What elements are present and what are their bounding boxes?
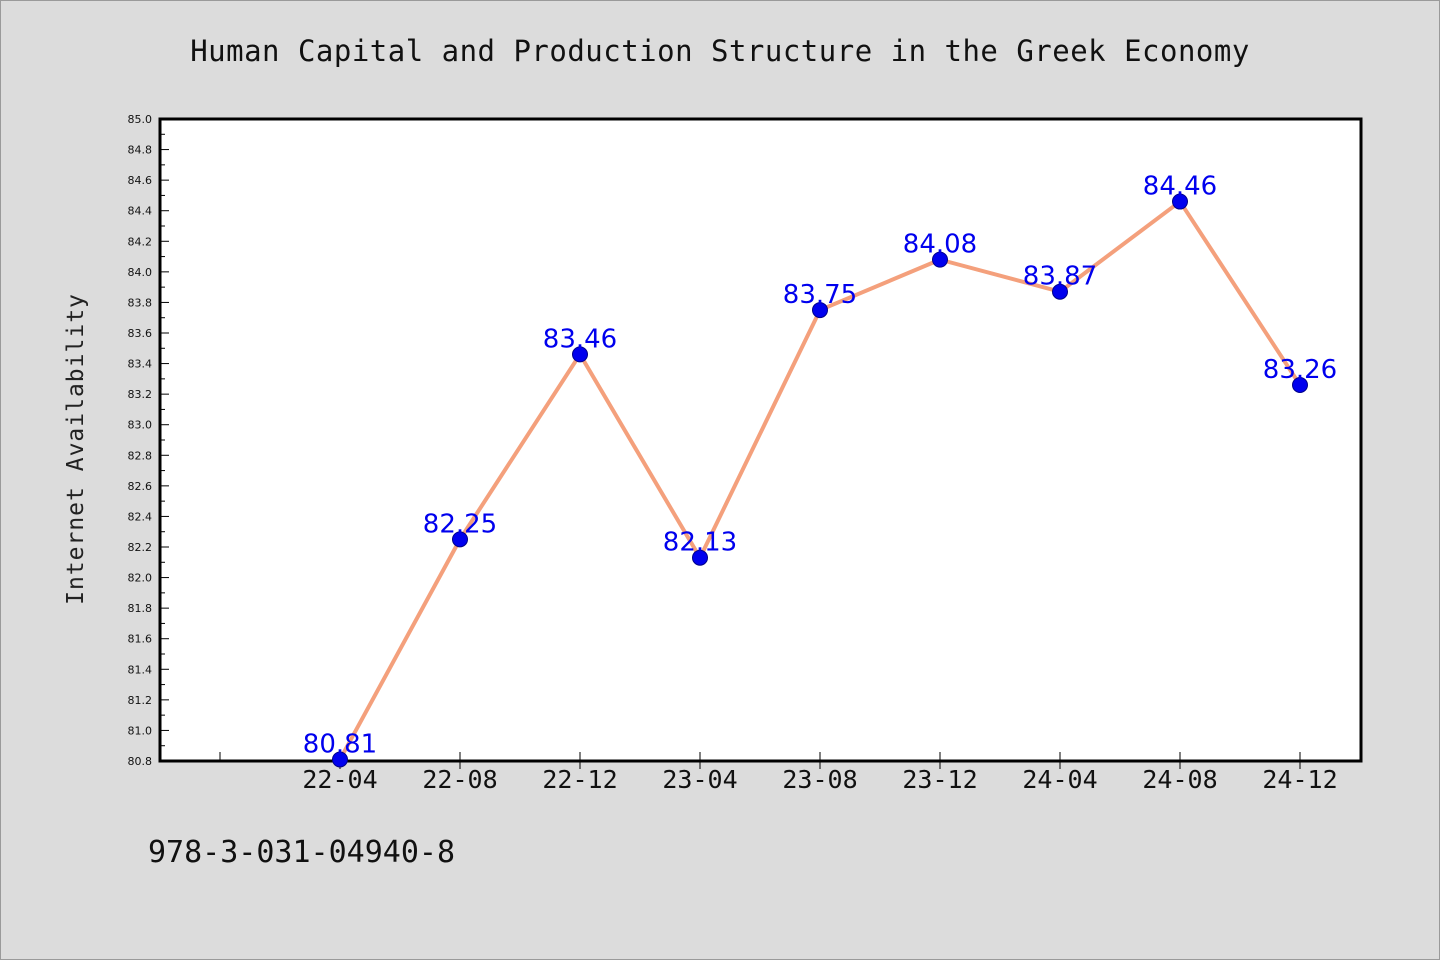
y-tick-label: 81.2 [128, 694, 153, 707]
y-tick-label: 84.8 [128, 144, 153, 157]
data-label: 84.08 [903, 230, 977, 260]
x-tick-label: 24-04 [1022, 765, 1097, 794]
data-point [1052, 283, 1068, 300]
y-tick-label: 83.4 [128, 358, 153, 371]
series-layer: 80.81 82.25 83.46 82.13 83.75 84.08 83.87 84.46… [303, 172, 1337, 768]
data-point [572, 346, 588, 363]
x-tick-label: 24-12 [1262, 765, 1337, 794]
data-label: 83.26 [1263, 355, 1337, 385]
y-tick-label: 84.0 [128, 266, 153, 279]
y-tick-label: 85.0 [128, 113, 153, 126]
y-tick-label: 81.0 [128, 724, 153, 737]
x-tick-label: 23-08 [782, 765, 857, 794]
y-tick-label: 83.6 [128, 327, 153, 340]
plot-area [158, 117, 1363, 763]
y-tick-label: 82.6 [128, 480, 153, 493]
data-label: 82.25 [423, 509, 497, 539]
x-tick-label: 22-08 [422, 765, 497, 794]
y-tick-label: 82.0 [128, 572, 153, 585]
x-tick-label: 23-12 [902, 765, 977, 794]
data-point [452, 531, 468, 548]
x-tick-label: 22-12 [542, 765, 617, 794]
y-tick-label: 82.2 [128, 541, 153, 554]
data-label: 84.46 [1143, 172, 1217, 202]
y-tick-label: 84.4 [128, 205, 153, 218]
x-tick-label: 24-08 [1142, 765, 1217, 794]
data-point [332, 751, 348, 768]
y-tick-label: 81.6 [128, 633, 153, 646]
isbn-text: 978-3-031-04940-8 [148, 835, 456, 870]
y-axis: 80.8 81.0 81.2 81.4 81.6 81.8 82.0 82.2 82.4 82.6… [128, 113, 169, 768]
x-tick-label: 23-04 [662, 765, 737, 794]
y-tick-label: 83.2 [128, 388, 153, 401]
y-tick-label: 84.2 [128, 235, 153, 248]
y-tick-label: 83.0 [128, 419, 153, 432]
data-label: 83.46 [543, 324, 617, 354]
y-tick-label: 81.8 [128, 602, 153, 615]
data-point [1172, 193, 1188, 210]
y-tick-label: 82.8 [128, 449, 153, 462]
data-point [932, 251, 948, 268]
chart-title: Human Capital and Production Structure i… [190, 34, 1250, 68]
y-tick-label: 84.6 [128, 174, 153, 187]
x-axis: 22-04 22-08 22-12 23-04 23-08 23-12 24-04 24-08… [219, 752, 1338, 794]
data-label: 82.13 [663, 528, 737, 558]
y-tick-label: 80.8 [128, 755, 153, 768]
y-tick-label: 83.8 [128, 296, 153, 309]
data-label: 80.81 [303, 729, 377, 759]
data-point [692, 549, 708, 566]
data-point [812, 302, 828, 319]
data-point [1292, 376, 1308, 393]
y-tick-label: 82.4 [128, 510, 153, 523]
x-tick-label: 22-04 [302, 765, 377, 794]
data-label: 83.75 [783, 280, 857, 310]
y-tick-label: 81.4 [128, 663, 153, 676]
data-label: 83.87 [1023, 262, 1097, 292]
